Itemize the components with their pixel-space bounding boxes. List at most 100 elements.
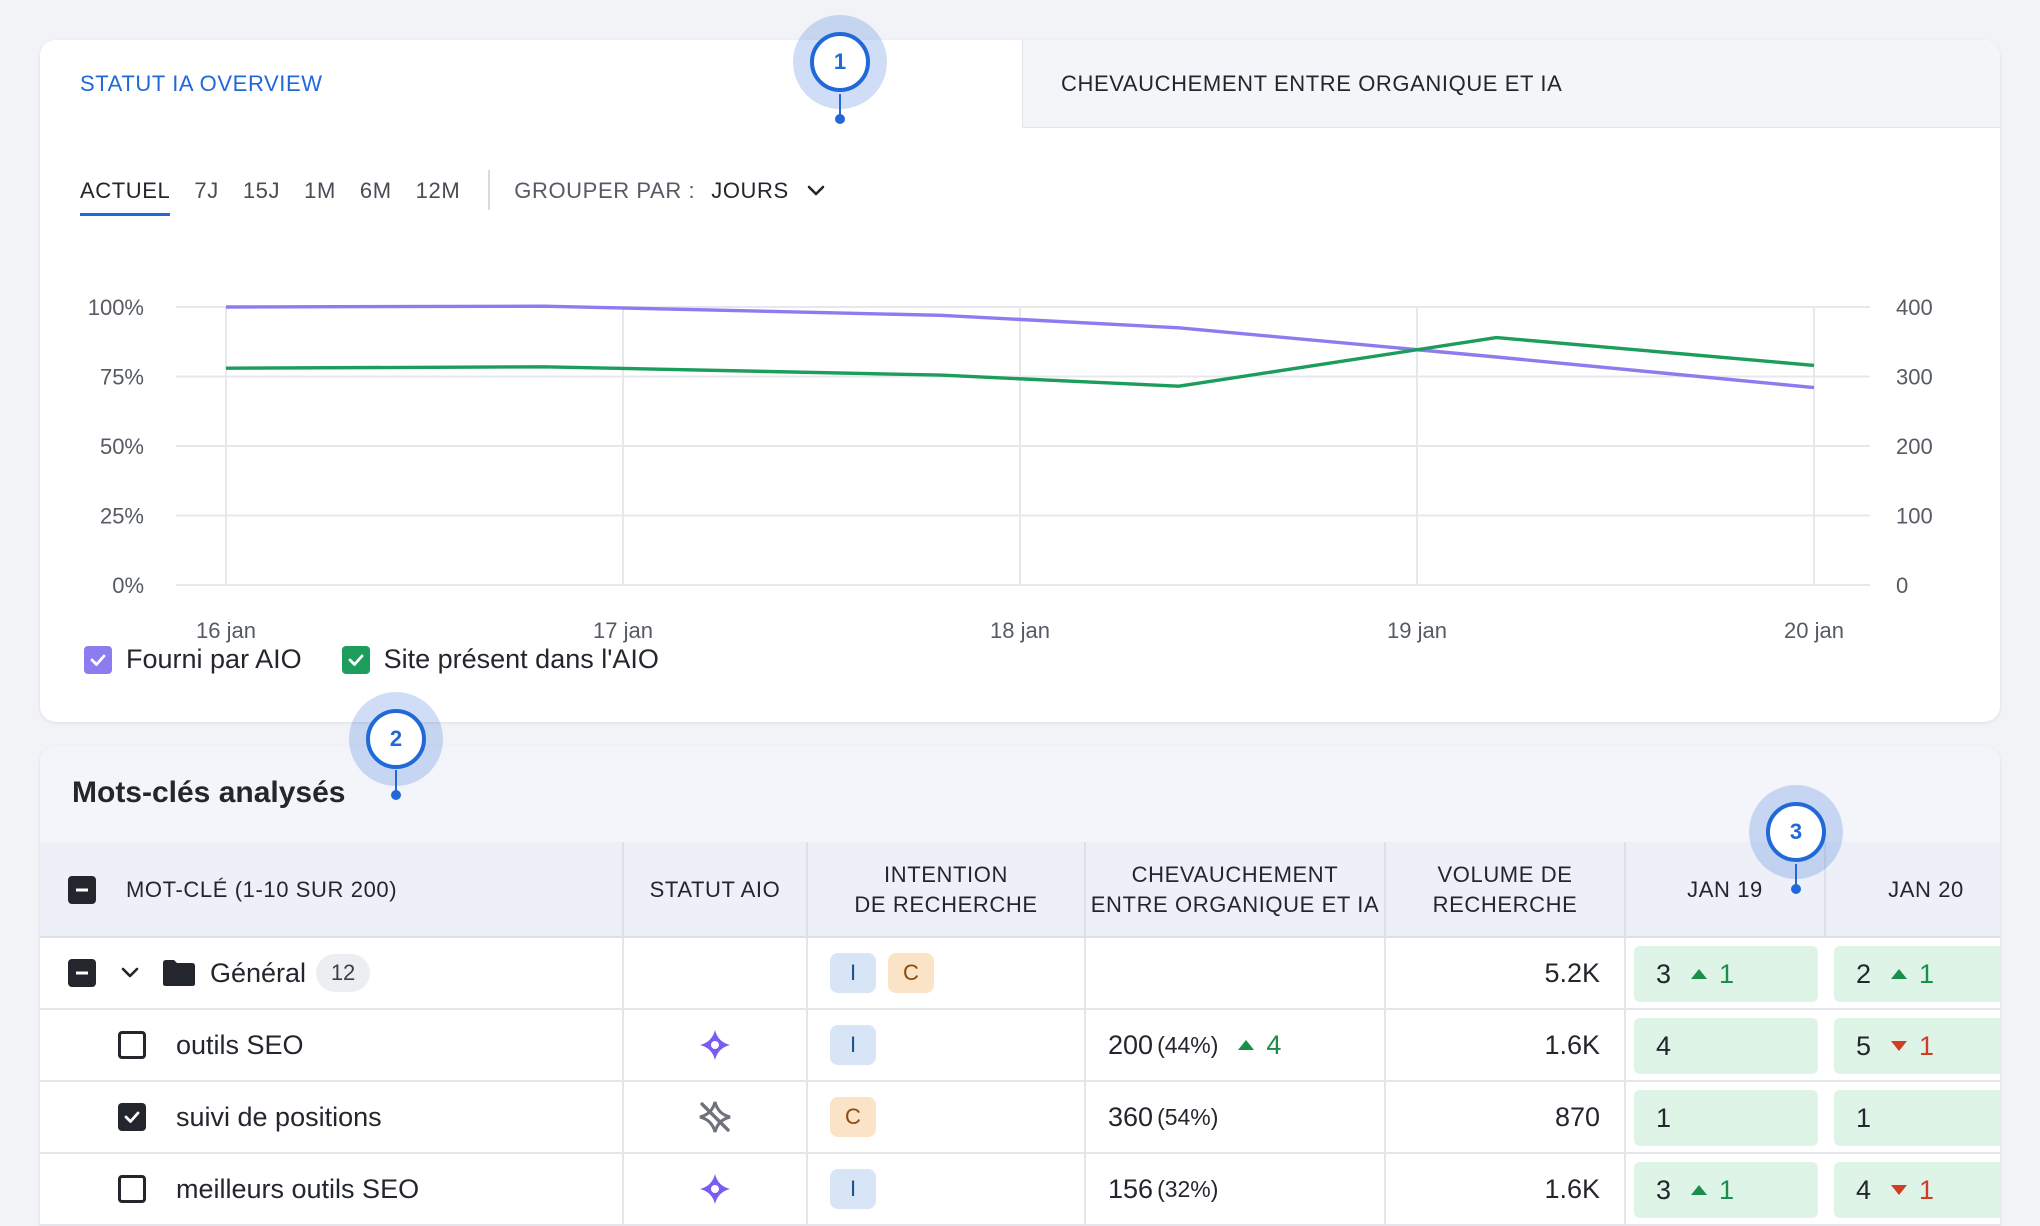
annotation-stem (839, 94, 841, 116)
table-row[interactable]: suivi de positions C 360 (54%) 870 1 1 (40, 1082, 2000, 1154)
rank-jan19: 3 1 (1634, 946, 1818, 1002)
overlap-percent: (32%) (1157, 1175, 1219, 1202)
column-jan19[interactable]: JAN 19 (1626, 842, 1826, 938)
rank-value: 3 (1656, 1174, 1672, 1205)
table-row[interactable]: outils SEO I 200 (44%) 4 1.6K 4 5 1 (40, 1010, 2000, 1082)
keyword-text[interactable]: meilleurs outils SEO (176, 1173, 420, 1204)
rank-jan20: 2 1 (1834, 946, 2000, 1002)
row-checkbox[interactable] (118, 1103, 146, 1131)
legend-checkbox-aio-provided[interactable] (84, 645, 112, 674)
sparkle-off-icon (699, 1101, 731, 1133)
rank-value: 5 (1856, 1030, 1872, 1061)
arrow-up-icon (1691, 1185, 1708, 1195)
chevron-down-icon (807, 185, 825, 196)
chevron-down-icon[interactable] (118, 961, 142, 985)
search-volume: 1.6K (1544, 1173, 1600, 1204)
annotation-marker-1: 1 (793, 15, 887, 109)
keywords-title: Mots-clés analysés (72, 776, 346, 809)
y-right-tick-label: 200 (1896, 434, 1933, 459)
y-left-tick-label: 0% (112, 573, 144, 598)
intent-badge-informational: I (830, 1169, 876, 1209)
annotation-marker-label: 3 (1766, 802, 1826, 862)
column-aio-status-label: STATUT AIO (649, 877, 781, 902)
folder-icon (163, 960, 195, 986)
range-7d[interactable]: 7J (194, 178, 219, 203)
annotation-marker-label: 2 (366, 709, 426, 769)
series-line-1 (225, 335, 1815, 388)
rank-value: 4 (1856, 1174, 1872, 1205)
time-range-selector: ACTUEL 7J 15J 1M 6M 12M GROUPER PAR : JO… (80, 168, 827, 228)
sparkle-icon (700, 1030, 730, 1060)
column-overlap[interactable]: CHEVAUCHEMENT ENTRE ORGANIQUE ET IA (1086, 842, 1386, 938)
range-divider (488, 170, 491, 210)
intent-badge-informational: I (830, 1025, 876, 1065)
range-12m[interactable]: 12M (415, 178, 461, 203)
annotation-marker-label: 1 (810, 32, 870, 92)
row-checkbox[interactable] (118, 1031, 146, 1059)
column-search-volume[interactable]: VOLUME DE RECHERCHE (1386, 842, 1626, 938)
group-by-select[interactable]: JOURS (711, 168, 827, 204)
sparkle-icon (700, 1174, 730, 1204)
y-right-tick-label: 300 (1896, 365, 1933, 390)
check-icon (348, 654, 363, 666)
rank-jan20: 4 1 (1834, 1162, 2000, 1218)
check-icon (90, 654, 106, 666)
select-all-checkbox[interactable] (68, 876, 96, 904)
rank-jan19: 3 1 (1634, 1162, 1818, 1218)
group-checkbox[interactable] (68, 959, 96, 987)
arrow-up-icon (1891, 969, 1908, 979)
legend-label-aio-provided: Fourni par AIO (126, 644, 302, 674)
legend-item-aio-provided[interactable]: Fourni par AIO (84, 644, 302, 675)
ai-status-card: STATUT IA OVERVIEW CHEVAUCHEMENT ENTRE O… (40, 40, 2000, 722)
x-tick-label: 20 jan (1784, 618, 1844, 643)
y-left-tick-label: 50% (100, 434, 144, 459)
rank-change-down: 1 (1891, 1175, 1934, 1206)
column-search-intent[interactable]: INTENTION DE RECHERCHE (808, 842, 1086, 938)
column-keyword[interactable]: MOT-CLÉ (1-10 SUR 200) (40, 842, 624, 938)
arrow-down-icon (1891, 1041, 1908, 1051)
table-row[interactable]: meilleurs outils SEO I 156 (32%) 1.6K 3 … (40, 1154, 2000, 1226)
minus-icon (76, 888, 88, 892)
column-overlap-line1: CHEVAUCHEMENT (1131, 862, 1339, 887)
column-intent-line2: DE RECHERCHE (854, 892, 1038, 917)
x-tick-label: 19 jan (1387, 618, 1447, 643)
legend-item-site-in-aio[interactable]: Site présent dans l'AIO (341, 644, 659, 675)
search-volume: 5.2K (1544, 957, 1600, 988)
y-left-tick-label: 75% (100, 365, 144, 390)
rank-jan20: 5 1 (1834, 1018, 2000, 1074)
column-aio-status[interactable]: STATUT AIO (624, 842, 808, 938)
rank-value: 1 (1856, 1102, 1872, 1133)
x-tick-label: 17 jan (593, 618, 653, 643)
y-left-tick-label: 25% (100, 504, 144, 529)
overlap-percent: (54%) (1157, 1103, 1219, 1130)
column-volume-line1: VOLUME DE (1437, 862, 1573, 887)
group-name: Général (210, 957, 307, 988)
column-volume-line2: RECHERCHE (1432, 892, 1578, 917)
group-count-badge: 12 (316, 954, 371, 992)
intent-badge-commercial: C (830, 1097, 876, 1137)
range-15d[interactable]: 15J (242, 178, 281, 203)
legend-checkbox-site-in-aio[interactable] (341, 645, 370, 674)
annotation-marker-3: 3 (1749, 785, 1843, 879)
rank-change-up: 1 (1691, 959, 1734, 990)
range-1m[interactable]: 1M (304, 178, 336, 203)
intent-badge-informational: I (830, 953, 876, 993)
column-jan19-label: JAN 19 (1687, 877, 1763, 902)
keyword-text[interactable]: outils SEO (176, 1029, 304, 1060)
rank-jan20: 1 (1834, 1090, 2000, 1146)
tab-organic-ai-overlap[interactable]: CHEVAUCHEMENT ENTRE ORGANIQUE ET IA (1022, 40, 2000, 128)
range-6m[interactable]: 6M (359, 178, 392, 203)
column-jan20[interactable]: JAN 20 (1826, 842, 2000, 938)
rank-value: 3 (1656, 958, 1672, 989)
rank-value: 4 (1656, 1030, 1672, 1061)
column-jan20-label: JAN 20 (1888, 877, 1964, 902)
keyword-text[interactable]: suivi de positions (176, 1101, 382, 1132)
arrow-down-icon (1891, 1185, 1908, 1195)
search-volume: 1.6K (1544, 1029, 1600, 1060)
table-header: MOT-CLÉ (1-10 SUR 200) STATUT AIO INTENT… (40, 842, 2000, 938)
row-checkbox[interactable] (118, 1175, 146, 1203)
chart-legend: Fourni par AIO Site présent dans l'AIO (84, 644, 699, 675)
annotation-stem (1795, 864, 1797, 886)
table-group-row[interactable]: Général 12 I C 5.2K 3 1 2 1 (40, 938, 2000, 1010)
range-current[interactable]: ACTUEL (80, 168, 171, 216)
